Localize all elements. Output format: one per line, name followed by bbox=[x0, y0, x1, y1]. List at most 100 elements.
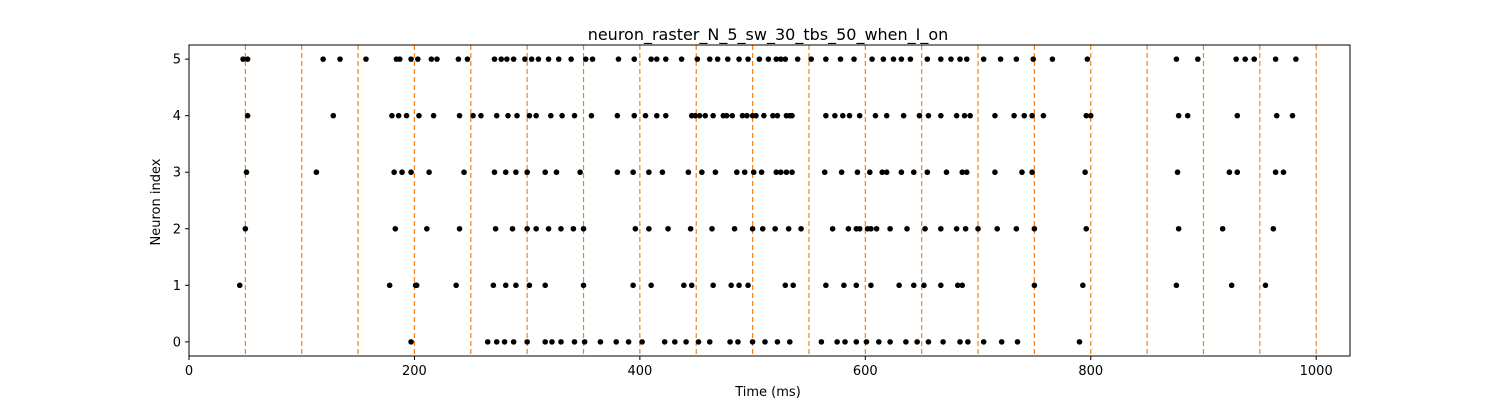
x-axis-label: Time (ms) bbox=[734, 385, 801, 400]
spike-marker bbox=[615, 56, 622, 62]
spike-marker bbox=[455, 56, 462, 62]
spike-marker bbox=[943, 169, 950, 176]
spike-marker bbox=[948, 56, 954, 62]
spike-marker bbox=[1173, 56, 1180, 62]
spike-marker bbox=[736, 56, 742, 62]
spike-marker bbox=[415, 56, 421, 62]
spike-marker bbox=[1184, 112, 1191, 119]
spike-marker bbox=[710, 282, 716, 289]
spike-marker bbox=[648, 56, 654, 62]
spike-marker bbox=[555, 56, 562, 62]
spike-marker bbox=[959, 282, 966, 289]
spike-marker bbox=[524, 169, 530, 176]
spike-marker bbox=[753, 112, 759, 119]
spike-marker bbox=[856, 225, 863, 232]
spike-marker bbox=[478, 112, 484, 119]
spike-marker bbox=[883, 169, 890, 176]
spike-marker bbox=[548, 112, 554, 119]
spike-marker bbox=[853, 282, 860, 289]
spike-marker bbox=[898, 56, 905, 62]
spike-marker bbox=[992, 112, 998, 119]
spike-marker bbox=[391, 169, 397, 176]
spike-marker bbox=[426, 169, 432, 176]
spike-marker bbox=[853, 339, 860, 345]
spike-marker bbox=[879, 169, 886, 176]
spike-marker bbox=[631, 56, 638, 62]
spike-marker bbox=[464, 56, 471, 62]
spike-marker bbox=[580, 225, 587, 232]
spike-marker bbox=[1030, 56, 1037, 62]
spike-marker bbox=[1087, 112, 1094, 119]
spike-marker bbox=[490, 282, 497, 289]
spike-marker bbox=[823, 282, 829, 289]
spike-marker bbox=[330, 112, 337, 119]
spike-marker bbox=[408, 56, 414, 62]
spike-marker bbox=[714, 56, 721, 62]
spike-marker bbox=[413, 282, 420, 289]
spike-marker bbox=[1272, 169, 1279, 176]
spike-marker bbox=[938, 225, 944, 232]
spike-marker bbox=[924, 56, 931, 62]
spike-marker bbox=[504, 56, 510, 62]
spike-marker bbox=[1262, 282, 1269, 289]
spike-marker bbox=[665, 225, 671, 232]
spike-marker bbox=[883, 112, 890, 119]
spike-marker bbox=[456, 225, 463, 232]
y-tick-label: 2 bbox=[173, 222, 181, 237]
spike-marker bbox=[313, 169, 320, 176]
spike-marker bbox=[758, 169, 765, 176]
spike-marker bbox=[535, 56, 542, 62]
chart-title: neuron_raster_N_5_sw_30_tbs_50_when_I_on bbox=[588, 25, 949, 45]
spike-marker bbox=[408, 169, 414, 176]
spike-marker bbox=[553, 169, 560, 176]
spike-marker bbox=[461, 169, 467, 176]
spike-marker bbox=[696, 112, 703, 119]
spike-marker bbox=[1234, 169, 1241, 176]
spike-marker bbox=[904, 225, 910, 232]
spike-marker bbox=[681, 282, 687, 289]
spike-marker bbox=[588, 112, 595, 119]
spike-marker bbox=[773, 169, 780, 176]
spike-marker bbox=[790, 282, 796, 289]
spike-marker bbox=[653, 56, 660, 62]
spike-marker bbox=[699, 169, 705, 176]
spike-marker bbox=[756, 56, 763, 62]
y-tick-label: 0 bbox=[173, 335, 181, 350]
spike-marker bbox=[823, 112, 829, 119]
spike-marker bbox=[1029, 112, 1035, 119]
spike-marker bbox=[876, 339, 882, 345]
spike-marker bbox=[1219, 225, 1226, 232]
spike-marker bbox=[662, 56, 669, 62]
spike-marker bbox=[526, 282, 533, 289]
spike-marker bbox=[896, 282, 902, 289]
spike-marker bbox=[1226, 169, 1233, 176]
spike-marker bbox=[672, 339, 678, 345]
spike-marker bbox=[524, 339, 530, 345]
spike-marker bbox=[493, 112, 500, 119]
x-tick-label: 1000 bbox=[1300, 364, 1333, 379]
spike-marker bbox=[712, 169, 719, 176]
spike-marker bbox=[533, 225, 539, 232]
spike-marker bbox=[484, 339, 491, 345]
spike-marker bbox=[962, 225, 969, 232]
spike-marker bbox=[887, 225, 893, 232]
spike-marker bbox=[320, 56, 326, 62]
spike-marker bbox=[921, 282, 927, 289]
spike-marker bbox=[750, 169, 757, 176]
spike-marker bbox=[887, 339, 893, 345]
spike-marker bbox=[545, 225, 552, 232]
spike-marker bbox=[1049, 56, 1056, 62]
spike-marker bbox=[957, 56, 963, 62]
spike-marker bbox=[456, 112, 463, 119]
spike-marker bbox=[688, 282, 695, 289]
spike-marker bbox=[997, 56, 1004, 62]
spike-marker bbox=[403, 112, 410, 119]
spike-marker bbox=[1195, 56, 1201, 62]
spike-marker bbox=[838, 169, 845, 176]
spike-marker bbox=[938, 282, 944, 289]
plot-area: 0 200 400 600 800 1000 0 1 2 3 4 5 bbox=[173, 44, 1351, 379]
spike-marker bbox=[772, 225, 778, 232]
spike-marker bbox=[244, 56, 251, 62]
